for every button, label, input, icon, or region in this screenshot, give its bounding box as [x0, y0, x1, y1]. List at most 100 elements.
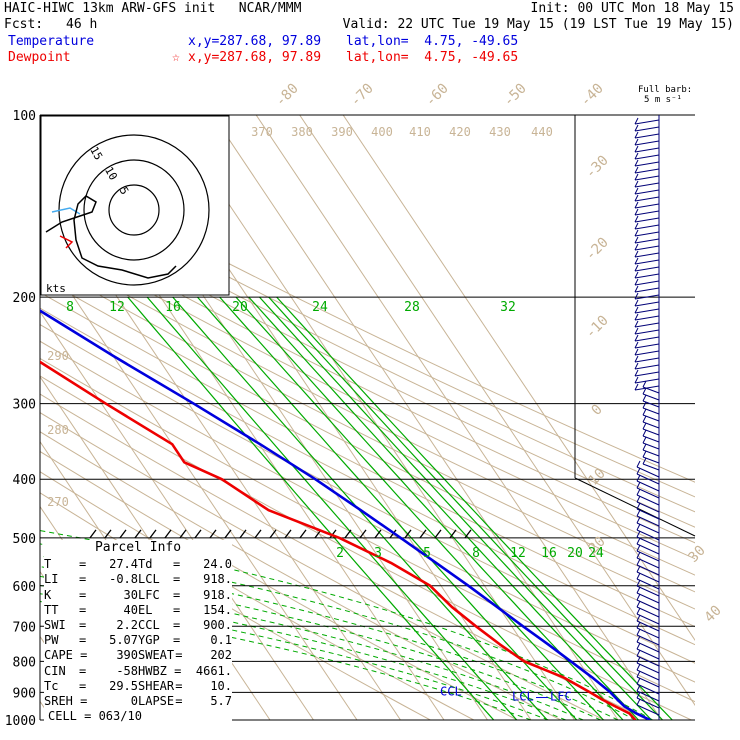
parcel-equals: = [168, 694, 183, 709]
wind-barb-flag [636, 467, 641, 475]
parcel-value: 202 [210, 648, 232, 663]
parcel-key: LAPSE [138, 694, 175, 709]
wind-barb [634, 224, 660, 230]
pressure-tick-label: 700 [13, 620, 36, 635]
parcel-cell-pair: SREH = 0 [44, 694, 138, 709]
parcel-equals: = [165, 572, 181, 587]
hatch-mark [374, 529, 382, 539]
parcel-cell-pair: LAPSE = 5.7 [138, 694, 232, 709]
hatch-mark [254, 529, 262, 539]
parcel-key: YGP [138, 633, 160, 648]
wind-barb-flag [634, 166, 639, 174]
wind-barb-flag [634, 278, 639, 286]
parcel-info-panel: Parcel Info T = 27.4 Td = 24.0 LI = -0.8 LCL =… [44, 540, 232, 732]
dewpoint-latlon: lat,lon= 4.75, -49.65 [346, 50, 519, 65]
isotherm-label: -10 [583, 313, 612, 342]
wind-barb-flag [636, 502, 641, 510]
product-title: HAIC-HIWC 13km ARW-GFS init NCAR/MMM [4, 1, 302, 16]
wind-barb [636, 529, 660, 541]
wind-barb [634, 133, 660, 139]
parcel-key: T [44, 557, 52, 572]
wind-barb-flag [634, 383, 639, 391]
parcel-key: PW [44, 633, 59, 648]
pressure-tick-label: 500 [13, 532, 36, 547]
wind-barb-flag [642, 394, 647, 402]
parcel-key: TT [44, 602, 59, 617]
wind-barb [636, 676, 660, 688]
theta-label: 290 [47, 349, 69, 363]
wind-barb-flag [634, 159, 639, 167]
wind-barb-flag [634, 334, 639, 342]
wind-barb-flag [636, 474, 641, 482]
mixing-ratio-label: 16 [541, 546, 557, 561]
theta-label: 280 [47, 423, 69, 437]
parcel-equals: = [165, 602, 181, 617]
parcel-cell-pair: LI = -0.8 [44, 572, 138, 587]
theta-label: 370 [251, 125, 273, 139]
parcel-key: CAPE [44, 648, 73, 663]
parcel-cell-pair: YGP = 0.1 [138, 633, 232, 648]
wind-barb [636, 508, 660, 520]
parcel-key: SWEAT [138, 648, 175, 663]
init-time: Init: 00 UTC Mon 18 May 15 [530, 1, 735, 16]
wind-barb-flag [634, 124, 639, 132]
wind-barb-flag [634, 292, 639, 300]
wind-barb-flag [636, 572, 641, 580]
dry-adiabat-line [40, 261, 695, 593]
parcel-equals: = [71, 678, 87, 693]
parcel-value: 0.1 [210, 633, 232, 648]
wind-barb [634, 238, 660, 244]
parcel-value: 30 [123, 587, 138, 602]
hatch-mark [119, 529, 127, 539]
wind-barb [634, 168, 660, 174]
parcel-value: 918. [203, 572, 232, 587]
parcel-value: 154. [203, 602, 232, 617]
wind-barb [634, 252, 660, 258]
wind-barb [636, 487, 660, 499]
dry-adiabat-line [40, 276, 695, 610]
mixing-ratio-label: 20 [232, 300, 248, 315]
wind-barb [634, 371, 660, 377]
wind-barb [636, 466, 660, 478]
wind-barb [634, 357, 660, 363]
wind-barb-flag [634, 222, 639, 230]
wind-barb-flag [634, 145, 639, 153]
wind-barb-flag [636, 649, 641, 657]
wind-barb-flag [636, 593, 641, 601]
wind-barb-flag [636, 558, 641, 566]
dry-adiabat-line [40, 189, 695, 513]
dry-adiabat-line [40, 375, 692, 720]
wind-barb [636, 501, 660, 513]
wind-barb-flag [634, 362, 639, 370]
wind-barb [634, 336, 660, 342]
parcel-row: T = 27.4 Td = 24.0 [44, 557, 232, 572]
pressure-tick-label: 100 [13, 109, 36, 124]
parcel-cell-pair: CIN = -58 [44, 664, 138, 679]
parcel-value: 4661. [195, 663, 232, 678]
pressure-tick-label: 800 [13, 655, 36, 670]
wind-barb [634, 245, 660, 251]
wind-barb-flag [636, 656, 641, 664]
wind-barb-flag [634, 320, 639, 328]
dry-adiabat-line [40, 176, 695, 498]
wind-barb [636, 648, 660, 660]
parcel-row: PW = 5.07 YGP = 0.1 [44, 633, 232, 648]
dewpoint-xy: x,y=287.68, 97.89 [188, 50, 322, 65]
wind-barb-flag [634, 271, 639, 279]
hatch-mark [299, 529, 307, 539]
wind-barb [634, 273, 660, 279]
parcel-equals: = [168, 678, 183, 693]
parcel-key: K [44, 587, 52, 602]
hodograph-ring-label: 15 [87, 144, 105, 162]
pressure-tick-label: 300 [13, 398, 36, 413]
dry-adiabat-line [40, 340, 695, 683]
hatch-mark [104, 529, 112, 539]
valid-time: Valid: 22 UTC Tue 19 May 15 (19 LST Tue … [342, 17, 734, 32]
barb-legend-value: 5 m s⁻¹ [644, 95, 682, 105]
dry-adiabat-line [40, 163, 695, 483]
dry-adiabat-line [40, 246, 695, 576]
mixing-ratio-label: 16 [165, 300, 181, 315]
parcel-equals: = [165, 618, 181, 633]
wind-barb-flag [634, 152, 639, 160]
